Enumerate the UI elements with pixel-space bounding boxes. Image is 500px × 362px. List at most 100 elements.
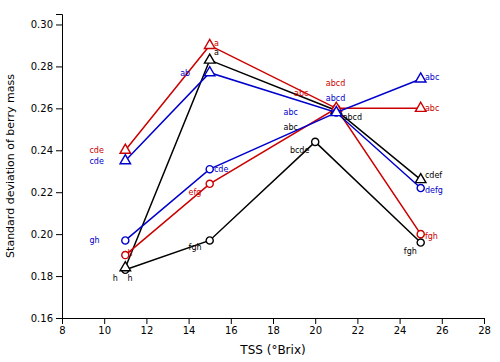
plot: 8 10 12 14 16 18 20 22 24 26 28 0.16 0.18 0.20 0.22 0.2… — [31, 15, 491, 337]
tick: 22 — [352, 318, 365, 336]
annotation: abc — [425, 104, 439, 113]
tick-mark — [56, 276, 62, 277]
tick-label: 0.24 — [31, 145, 53, 156]
tick-mark — [442, 318, 443, 324]
tick-label: 18 — [267, 325, 280, 336]
chart: 8 10 12 14 16 18 20 22 24 26 28 0.16 0.18 0.20 0.22 0.2… — [0, 0, 500, 362]
annotation: cde — [214, 165, 228, 174]
tick-label: 0.20 — [31, 229, 53, 240]
tick: 26 — [436, 318, 449, 336]
annotation: a — [214, 39, 219, 48]
tick: 18 — [267, 318, 280, 336]
tick-mark — [56, 318, 62, 319]
annotation: abc — [294, 89, 308, 98]
point — [417, 239, 424, 246]
annotation: abc — [284, 123, 298, 132]
series-line — [125, 142, 420, 270]
annotation: ab — [180, 69, 190, 78]
tick-label: 0.28 — [31, 61, 53, 72]
x-axis-title: TSS (°Brix) — [239, 343, 305, 357]
annotation: efg — [189, 188, 202, 197]
tick: 14 — [183, 318, 196, 336]
tick-mark — [400, 318, 401, 324]
tick: 0.18 — [31, 271, 62, 282]
tick: 10 — [98, 318, 111, 336]
series-line — [125, 45, 420, 150]
tick-mark — [315, 318, 316, 324]
point — [206, 166, 213, 173]
tick: 0.16 — [31, 313, 62, 324]
tick: 0.20 — [31, 229, 62, 240]
point — [331, 106, 342, 115]
annotation: fgh — [189, 243, 202, 252]
tick: 0.26 — [31, 103, 62, 114]
annotations: hhhghcdecdeaaabcdeefgfghabcdabcabcdabcab… — [89, 39, 442, 283]
series-line — [125, 73, 420, 161]
annotation: h — [113, 274, 118, 283]
tick-mark — [146, 318, 147, 324]
y-axis-line — [56, 15, 63, 319]
point — [206, 180, 213, 187]
annotation: fgh — [404, 247, 417, 256]
tick-label: 0.16 — [31, 313, 53, 324]
tick-label: 8 — [59, 325, 65, 336]
annotation: abc — [425, 73, 439, 82]
tick-label: 14 — [183, 325, 196, 336]
tick-label: 0.26 — [31, 103, 53, 114]
point — [120, 262, 131, 271]
tick-mark — [56, 66, 62, 67]
tick-label: 0.30 — [31, 19, 53, 30]
tick-label: 0.22 — [31, 187, 53, 198]
marks — [120, 39, 426, 273]
tick: 28 — [478, 318, 491, 336]
tick: 8 — [59, 318, 65, 336]
tick-mark — [231, 318, 232, 324]
series-line — [125, 60, 420, 268]
tick-label: 24 — [394, 325, 407, 336]
series-line — [125, 108, 420, 255]
tick: 0.24 — [31, 145, 62, 156]
tick-mark — [273, 318, 274, 324]
tick-mark — [357, 318, 358, 324]
tick-mark — [56, 234, 62, 235]
x-axis-line — [63, 319, 485, 325]
tick-mark — [56, 192, 62, 193]
annotation: a — [214, 48, 219, 57]
annotation: abcd — [326, 79, 345, 88]
tick: 16 — [225, 318, 238, 336]
annotation: h — [127, 274, 132, 283]
tick-mark — [189, 318, 190, 324]
tick: 0.30 — [31, 19, 62, 30]
tick: 0.22 — [31, 187, 62, 198]
annotation: cdef — [425, 171, 442, 180]
point — [120, 155, 131, 164]
tick: 24 — [394, 318, 407, 336]
point — [206, 237, 213, 244]
tick: 20 — [309, 318, 322, 336]
series-line — [125, 113, 420, 241]
tick: 12 — [141, 318, 154, 336]
tick-label: 22 — [352, 325, 365, 336]
tick-mark — [484, 318, 485, 324]
tick-mark — [56, 24, 62, 25]
point — [312, 138, 319, 145]
tick-label: 10 — [98, 325, 111, 336]
annotation: gh — [89, 236, 99, 245]
annotation: abcd — [343, 113, 362, 122]
annotation: bcde — [290, 146, 310, 155]
point — [417, 184, 424, 191]
tick-label: 20 — [309, 325, 322, 336]
tick-label: 12 — [141, 325, 154, 336]
tick-mark — [56, 150, 62, 151]
point — [120, 144, 131, 153]
annotation: defg — [425, 186, 443, 195]
annotation: cde — [89, 157, 103, 166]
x-axis: 8 10 12 14 16 18 20 22 24 26 28 — [59, 318, 491, 336]
annotation: h — [127, 249, 132, 258]
y-axis: 0.16 0.18 0.20 0.22 0.24 0.26 0.28 0.30 — [31, 15, 63, 324]
annotation: abc — [284, 108, 298, 117]
tick-label: 16 — [225, 325, 238, 336]
point — [204, 67, 215, 76]
tick-label: 26 — [436, 325, 449, 336]
tick-mark — [104, 318, 105, 324]
